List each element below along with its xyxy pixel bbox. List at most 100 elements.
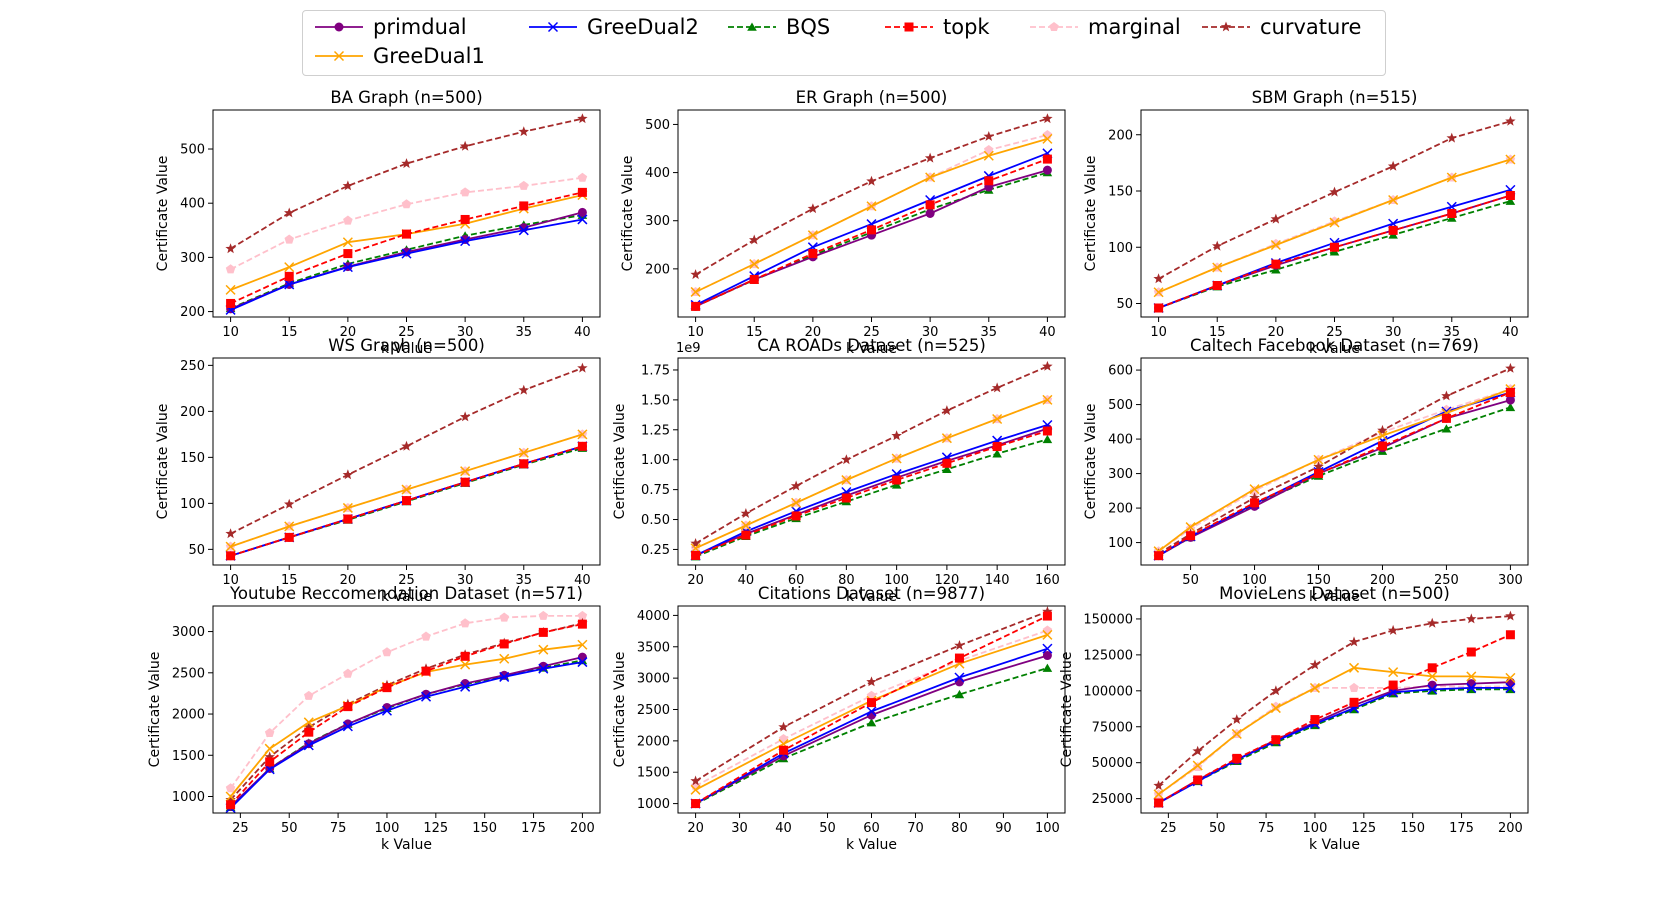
y-tick-label: 1000 [172, 790, 205, 805]
data-point-curvature [284, 207, 295, 218]
series-line-topk [229, 623, 583, 806]
data-point-curvature [1427, 617, 1438, 628]
series-line-bqs [695, 667, 1048, 805]
data-point-bqs [1441, 424, 1452, 433]
y-tick-label: 250 [180, 359, 205, 374]
y-tick-label: 150 [1108, 185, 1133, 200]
data-point-curvature [459, 411, 471, 422]
y-tick-label: 1500 [637, 766, 670, 781]
data-point-topk [1232, 753, 1242, 763]
x-tick-label: 20 [1268, 325, 1285, 340]
series-greedual1 [225, 639, 588, 802]
subplot-title: MovieLens Dataset (n=500) [1219, 584, 1450, 603]
series-line-marginal [229, 615, 583, 789]
data-point-curvature [518, 384, 529, 395]
data-point-curvature [1042, 360, 1053, 371]
x-tick-label: 35 [980, 325, 997, 340]
data-point-greedual1 [1505, 672, 1516, 683]
series-bqs [1153, 684, 1516, 807]
data-point-curvature [284, 498, 295, 509]
data-point-greedual1 [1042, 133, 1053, 144]
data-point-greedual1 [303, 717, 314, 728]
data-point-bqs [1505, 196, 1516, 205]
data-point-curvature [342, 469, 354, 480]
x-tick-label: 250 [1434, 573, 1459, 588]
x-axis-label: k Value [381, 837, 432, 853]
data-point-greedual1 [1192, 760, 1203, 771]
data-point-topk [992, 442, 1002, 452]
data-point-topk [421, 666, 431, 676]
x-tick-label: 75 [1258, 821, 1275, 836]
data-point-greedual1 [1446, 172, 1457, 183]
data-point-marginal [460, 618, 470, 628]
y-tick-label: 3000 [637, 672, 670, 687]
data-point-curvature [1446, 132, 1457, 143]
y-tick-label: 200 [180, 305, 205, 320]
data-point-greedual1 [1153, 287, 1164, 298]
data-point-topk [460, 214, 470, 224]
y-axis-label: Certificate Value [155, 404, 171, 520]
series-topk [691, 611, 1052, 809]
subplot-caltech-facebook-dataset-n-769: 50 100 150 200 250 300 100 200 300 400 500 600 k Val… [1083, 336, 1529, 605]
x-tick-label: 40 [574, 325, 591, 340]
data-point-curvature [866, 676, 877, 687]
series-topk [1154, 191, 1515, 313]
data-point-greedual2 [460, 236, 471, 247]
x-tick-label: 100 [1242, 573, 1267, 588]
data-point-greedual1 [225, 791, 236, 802]
data-point-greedual1 [1270, 703, 1281, 714]
data-point-topk [538, 627, 548, 637]
data-point-greedual1 [264, 743, 275, 754]
data-point-greedual1 [740, 520, 751, 531]
series-primdual [691, 651, 1052, 809]
data-point-greedual1 [1212, 262, 1223, 273]
y-axis-label: Certificate Value [147, 652, 163, 768]
x-tick-label: 25 [1160, 821, 1177, 836]
y-tick-label: 500 [645, 118, 670, 133]
series-line-bqs [1158, 688, 1511, 804]
series-line-greedual2 [1158, 391, 1511, 557]
y-axis-label: Certificate Value [612, 404, 628, 520]
x-tick-label: 50 [281, 821, 298, 836]
x-tick-label: 125 [423, 821, 448, 836]
legend-item-bqs: BQS [724, 13, 830, 41]
subplot-movielens-dataset-n-500: 25 50 75 100 125 150 175 200 25000 50000 75000 1000… [1059, 584, 1529, 853]
y-tick-label: 0.50 [641, 513, 670, 528]
y-tick-label: 4000 [637, 609, 670, 624]
legend-label: marginal [1088, 15, 1181, 39]
legend-swatch [315, 50, 363, 62]
data-point-curvature [1270, 685, 1282, 696]
y-tick-label: 2000 [637, 734, 670, 749]
data-point-bqs [866, 718, 877, 727]
data-point-topk [841, 493, 851, 503]
x-tick-label: 150 [472, 821, 497, 836]
plot-frame [212, 357, 601, 566]
data-point-curvature [807, 203, 819, 214]
x-tick-label: 50 [819, 821, 836, 836]
series-bqs [690, 663, 1053, 808]
x-tick-label: 15 [746, 325, 763, 340]
data-point-topk [284, 271, 294, 281]
x-tick-label: 40 [775, 821, 792, 836]
x-tick-label: 150 [1400, 821, 1425, 836]
data-point-curvature [264, 751, 275, 762]
data-point-curvature [1309, 659, 1321, 670]
legend-item-curvature: curvature [1198, 13, 1361, 41]
legend-label: BQS [786, 15, 831, 39]
series-line-topk [695, 430, 1048, 557]
y-tick-label: 50 [188, 543, 205, 558]
data-point-bqs [992, 449, 1002, 458]
x-tick-label: 60 [863, 821, 880, 836]
data-point-curvature [225, 794, 236, 805]
data-point-greedual1 [225, 284, 236, 295]
y-tick-label: 2000 [172, 708, 205, 723]
subplot-title: ER Graph (n=500) [796, 88, 948, 107]
data-point-topk [1314, 469, 1324, 479]
data-point-topk [1271, 735, 1281, 745]
data-point-marginal [225, 783, 236, 793]
data-point-greedual1 [866, 201, 877, 212]
axis-offset-label: 1e9 [676, 341, 701, 356]
data-point-greedual1 [1377, 430, 1388, 441]
data-point-greedual1 [992, 413, 1003, 425]
data-point-topk [892, 475, 902, 485]
